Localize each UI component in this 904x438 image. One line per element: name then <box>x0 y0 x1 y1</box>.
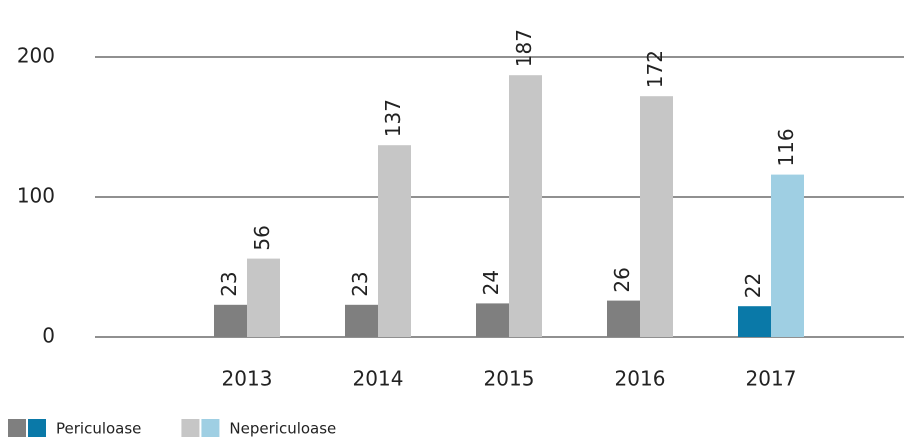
legend-label: Nepericuloase <box>229 420 336 438</box>
value-label: 137 <box>381 99 405 137</box>
bar <box>509 75 542 337</box>
x-tick-label: 2014 <box>353 367 404 391</box>
x-tick-label: 2013 <box>222 367 273 391</box>
bar <box>214 304 247 337</box>
y-tick-label: 100 <box>17 184 55 208</box>
value-label: 22 <box>741 273 765 298</box>
value-label: 23 <box>348 271 372 296</box>
legend-swatch <box>201 419 220 437</box>
value-label: 116 <box>774 128 798 166</box>
y-tick-label: 0 <box>42 324 55 348</box>
legend-swatch <box>8 419 26 437</box>
legend-swatch <box>28 419 46 437</box>
value-label: 172 <box>643 50 667 88</box>
value-label: 24 <box>479 270 503 295</box>
bar <box>738 306 771 337</box>
legend-label: Periculoase <box>56 420 141 438</box>
x-tick-label: 2015 <box>484 367 535 391</box>
bar <box>345 304 378 337</box>
value-label: 56 <box>250 225 274 250</box>
bar <box>378 145 411 337</box>
bar <box>247 258 280 337</box>
bar <box>607 300 640 337</box>
x-tick-label: 2017 <box>746 367 797 391</box>
value-label: 187 <box>512 29 536 67</box>
x-tick-label: 2016 <box>615 367 666 391</box>
bar <box>476 303 509 337</box>
value-label: 26 <box>610 267 634 292</box>
bar <box>771 174 804 337</box>
y-tick-label: 200 <box>17 44 55 68</box>
legend-swatch <box>181 419 200 437</box>
value-label: 23 <box>217 271 241 296</box>
bar <box>640 96 673 337</box>
